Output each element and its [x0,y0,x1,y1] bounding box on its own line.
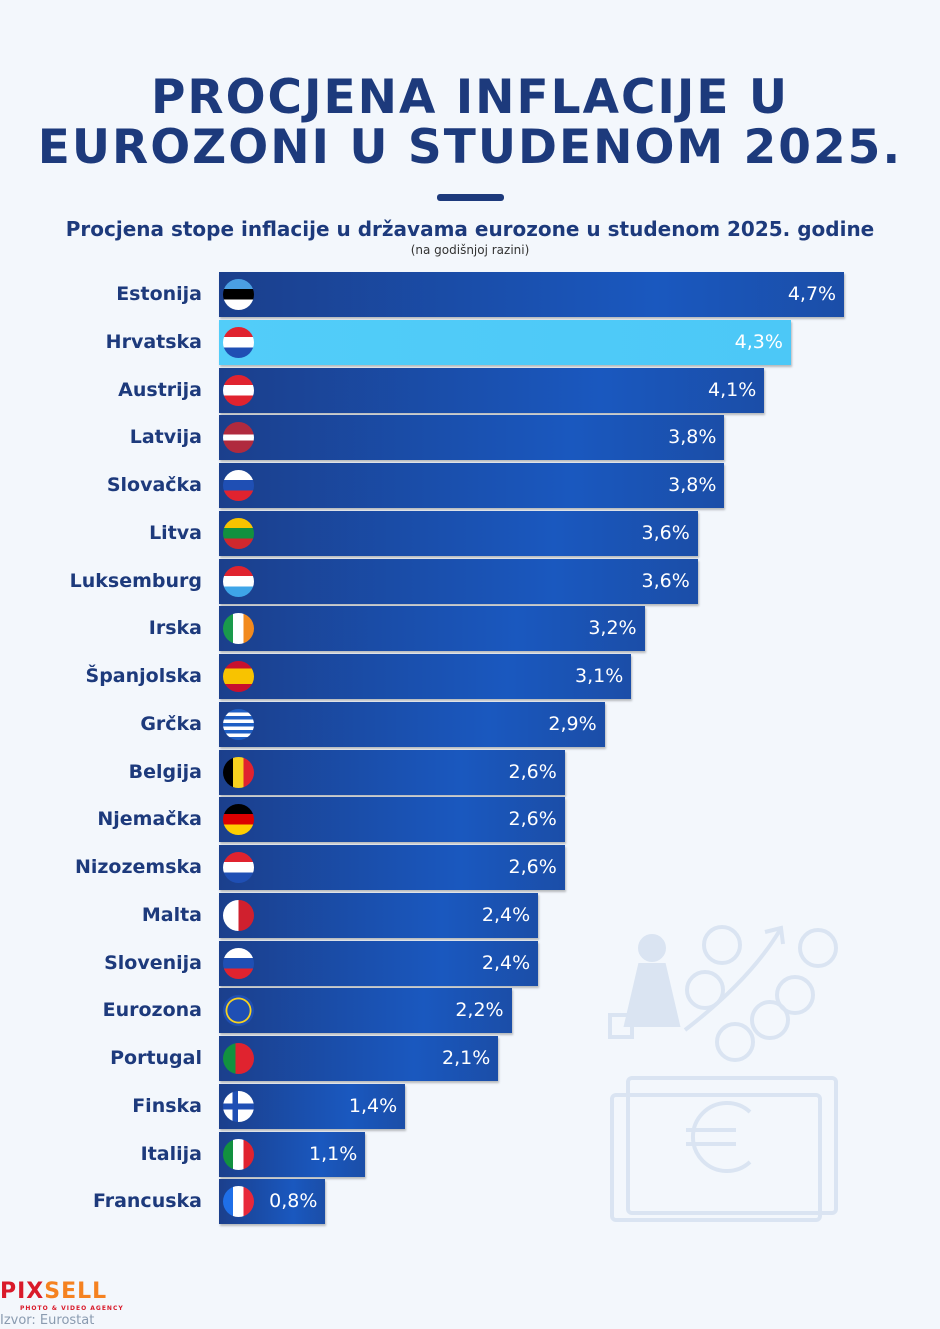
value-label: 2,4% [481,903,531,926]
flag-fi-icon [223,1090,254,1122]
category-label: Finska [132,1094,202,1117]
chart-title: Procjena stope inflacije u državama euro… [65,217,875,241]
value-label: 3,8% [668,426,717,449]
flag-at-icon [223,374,254,406]
bar: 2,4% [219,940,539,986]
category-label: Slovačka [106,474,202,496]
value-label: 4,7% [787,283,837,305]
category-label: Italija [140,1142,202,1165]
bar: 2,4% [219,892,539,938]
category-label: Litva [149,521,202,544]
value-label: 4,3% [734,330,783,353]
value-label: 3,8% [668,474,717,496]
flag-hr-icon [223,326,254,358]
value-label: 2,9% [548,712,597,735]
value-label: 3,1% [575,665,624,687]
category-label: Slovenija [104,951,202,974]
flag-si-icon [223,947,254,979]
flag-lt-icon [223,517,254,549]
bar: 2,9% [219,701,605,747]
category-label: Grčka [140,712,202,735]
bar: 3,2% [219,606,645,652]
category-label: Nizozemska [74,856,202,878]
value-label: 2,4% [481,951,531,974]
flag-nl-icon [223,852,254,883]
flag-ee-icon [223,279,254,310]
logo-part-orange: SELL [44,1279,108,1304]
flag-de-icon [223,804,254,836]
flag-lu-icon [223,565,254,597]
bar: 2,6% [219,749,565,795]
value-label: 2,1% [442,1047,491,1069]
bar: 3,8% [219,415,725,461]
flag-be-icon [223,756,254,788]
value-label: 3,6% [641,569,690,592]
bar: 2,2% [219,988,512,1034]
pixsell-logo: PIXSELL [0,1280,107,1304]
bar: 3,6% [219,558,698,604]
flag-it-icon [223,1138,254,1170]
category-label: Irska [148,617,202,640]
bar: 2,6% [219,845,565,890]
flag-lv-icon [223,422,254,454]
category-label: Latvija [129,426,202,449]
value-label: 4,1% [708,378,757,401]
inflation-illustration-icon [608,925,838,1222]
title-divider [437,194,504,201]
value-label: 1,4% [348,1094,398,1117]
bar: 3,8% [219,463,725,508]
bar: 1,1% [219,1131,366,1177]
flag-es-icon [223,661,254,692]
bar: 3,6% [219,510,698,556]
category-label: Portugal [110,1047,202,1069]
flag-sk-icon [223,470,254,501]
flag-mt-icon [223,899,254,931]
category-label: Njemačka [97,808,202,831]
value-label: 2,6% [508,808,557,831]
logo-tagline: PHOTO & VIDEO AGENCY [20,1305,124,1312]
bar: 3,1% [219,654,632,699]
value-label: 0,8% [269,1190,318,1213]
category-label: Malta [141,903,202,926]
flag-eu-icon [223,995,254,1027]
bar: 4,7% [219,272,845,317]
category-label: Belgija [128,760,202,783]
source-note: Izvor: Eurostat [0,1313,95,1328]
bar: 2,1% [219,1036,499,1081]
bar: 1,4% [219,1083,406,1129]
category-label: Eurozona [102,999,202,1022]
value-label: 3,6% [641,521,690,544]
value-label: 2,2% [455,999,504,1022]
title-line-1: PROCJENA INFLACIJE U [150,70,790,125]
category-label: Francuska [92,1190,202,1213]
category-label: Španjolska [85,665,202,687]
flag-gr-icon [223,708,254,740]
bar: 2,6% [219,797,565,843]
flag-pt-icon [223,1043,254,1074]
title-line-2: EUROZONI U STUDENOM 2025. [37,120,903,175]
flag-ie-icon [223,613,254,645]
bar: 0,8% [219,1179,326,1225]
value-label: 2,6% [508,856,557,878]
value-label: 1,1% [309,1142,358,1165]
value-label: 2,6% [508,760,557,783]
bar: 4,1% [219,367,765,413]
category-label: Austrija [118,378,202,401]
flag-fr-icon [223,1186,254,1218]
value-label: 3,2% [588,617,637,640]
bar: 4,3% [219,319,791,365]
chart-subtitle: (na godišnjoj razini) [410,243,530,257]
logo-part-red: PIX [0,1279,45,1304]
category-label: Estonija [116,283,202,305]
category-label: Hrvatska [105,330,202,353]
category-label: Luksemburg [69,569,202,592]
